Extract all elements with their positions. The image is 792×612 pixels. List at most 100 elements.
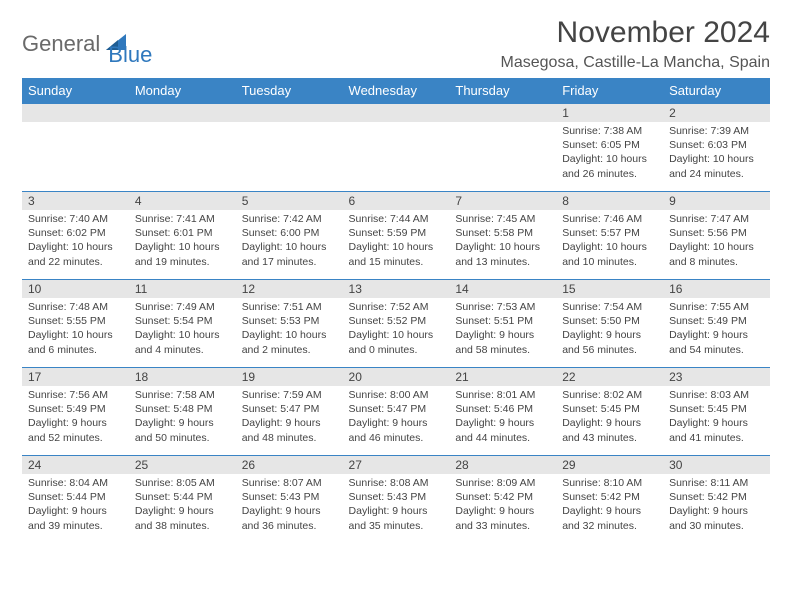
logo-word-2: Blue — [108, 42, 152, 68]
day-cell: 29Sunrise: 8:10 AMSunset: 5:42 PMDayligh… — [556, 456, 663, 544]
empty-cell — [129, 104, 236, 192]
page-title: November 2024 — [501, 16, 770, 50]
day-cell: 12Sunrise: 7:51 AMSunset: 5:53 PMDayligh… — [236, 280, 343, 368]
day-body: Sunrise: 7:54 AMSunset: 5:50 PMDaylight:… — [556, 298, 663, 361]
day-number: 29 — [556, 456, 663, 474]
day-number: 10 — [22, 280, 129, 298]
day-body: Sunrise: 8:01 AMSunset: 5:46 PMDaylight:… — [449, 386, 556, 449]
dayofweek-header: Wednesday — [343, 78, 450, 104]
day-cell: 24Sunrise: 8:04 AMSunset: 5:44 PMDayligh… — [22, 456, 129, 544]
day-body: Sunrise: 7:48 AMSunset: 5:55 PMDaylight:… — [22, 298, 129, 361]
day-body: Sunrise: 8:05 AMSunset: 5:44 PMDaylight:… — [129, 474, 236, 537]
day-number: 23 — [663, 368, 770, 386]
empty-cell — [22, 104, 129, 192]
day-number: 7 — [449, 192, 556, 210]
day-body: Sunrise: 8:04 AMSunset: 5:44 PMDaylight:… — [22, 474, 129, 537]
day-cell: 18Sunrise: 7:58 AMSunset: 5:48 PMDayligh… — [129, 368, 236, 456]
dayofweek-header: Tuesday — [236, 78, 343, 104]
day-cell: 13Sunrise: 7:52 AMSunset: 5:52 PMDayligh… — [343, 280, 450, 368]
day-cell: 15Sunrise: 7:54 AMSunset: 5:50 PMDayligh… — [556, 280, 663, 368]
day-cell: 27Sunrise: 8:08 AMSunset: 5:43 PMDayligh… — [343, 456, 450, 544]
day-cell: 8Sunrise: 7:46 AMSunset: 5:57 PMDaylight… — [556, 192, 663, 280]
day-number: 27 — [343, 456, 450, 474]
day-number: 6 — [343, 192, 450, 210]
day-cell: 28Sunrise: 8:09 AMSunset: 5:42 PMDayligh… — [449, 456, 556, 544]
day-body: Sunrise: 8:08 AMSunset: 5:43 PMDaylight:… — [343, 474, 450, 537]
day-number: 17 — [22, 368, 129, 386]
location: Masegosa, Castille-La Mancha, Spain — [501, 54, 770, 72]
day-body: Sunrise: 7:58 AMSunset: 5:48 PMDaylight:… — [129, 386, 236, 449]
day-cell: 20Sunrise: 8:00 AMSunset: 5:47 PMDayligh… — [343, 368, 450, 456]
calendar-body: 1Sunrise: 7:38 AMSunset: 6:05 PMDaylight… — [22, 104, 770, 544]
day-cell: 19Sunrise: 7:59 AMSunset: 5:47 PMDayligh… — [236, 368, 343, 456]
title-block: November 2024 Masegosa, Castille-La Manc… — [501, 16, 770, 72]
day-body: Sunrise: 7:46 AMSunset: 5:57 PMDaylight:… — [556, 210, 663, 273]
day-cell: 6Sunrise: 7:44 AMSunset: 5:59 PMDaylight… — [343, 192, 450, 280]
day-number: 16 — [663, 280, 770, 298]
day-number: 15 — [556, 280, 663, 298]
day-body: Sunrise: 8:07 AMSunset: 5:43 PMDaylight:… — [236, 474, 343, 537]
day-number: 22 — [556, 368, 663, 386]
day-number: 18 — [129, 368, 236, 386]
logo: General Blue — [22, 20, 152, 68]
day-cell: 14Sunrise: 7:53 AMSunset: 5:51 PMDayligh… — [449, 280, 556, 368]
day-number: 20 — [343, 368, 450, 386]
day-number: 30 — [663, 456, 770, 474]
day-body: Sunrise: 7:55 AMSunset: 5:49 PMDaylight:… — [663, 298, 770, 361]
day-cell: 4Sunrise: 7:41 AMSunset: 6:01 PMDaylight… — [129, 192, 236, 280]
day-cell: 23Sunrise: 8:03 AMSunset: 5:45 PMDayligh… — [663, 368, 770, 456]
empty-cell — [236, 104, 343, 192]
day-number: 25 — [129, 456, 236, 474]
calendar-table: SundayMondayTuesdayWednesdayThursdayFrid… — [22, 78, 770, 544]
day-body: Sunrise: 7:39 AMSunset: 6:03 PMDaylight:… — [663, 122, 770, 185]
day-body: Sunrise: 7:53 AMSunset: 5:51 PMDaylight:… — [449, 298, 556, 361]
day-body: Sunrise: 7:59 AMSunset: 5:47 PMDaylight:… — [236, 386, 343, 449]
day-body: Sunrise: 8:10 AMSunset: 5:42 PMDaylight:… — [556, 474, 663, 537]
day-cell: 22Sunrise: 8:02 AMSunset: 5:45 PMDayligh… — [556, 368, 663, 456]
day-number: 3 — [22, 192, 129, 210]
dayofweek-header: Thursday — [449, 78, 556, 104]
dayofweek-header: Monday — [129, 78, 236, 104]
dayofweek-header: Saturday — [663, 78, 770, 104]
day-cell: 25Sunrise: 8:05 AMSunset: 5:44 PMDayligh… — [129, 456, 236, 544]
day-cell: 3Sunrise: 7:40 AMSunset: 6:02 PMDaylight… — [22, 192, 129, 280]
day-number: 21 — [449, 368, 556, 386]
day-cell: 30Sunrise: 8:11 AMSunset: 5:42 PMDayligh… — [663, 456, 770, 544]
day-body: Sunrise: 8:03 AMSunset: 5:45 PMDaylight:… — [663, 386, 770, 449]
day-body: Sunrise: 7:40 AMSunset: 6:02 PMDaylight:… — [22, 210, 129, 273]
day-number: 19 — [236, 368, 343, 386]
day-body: Sunrise: 7:41 AMSunset: 6:01 PMDaylight:… — [129, 210, 236, 273]
day-body: Sunrise: 7:42 AMSunset: 6:00 PMDaylight:… — [236, 210, 343, 273]
day-number: 14 — [449, 280, 556, 298]
day-number: 9 — [663, 192, 770, 210]
empty-cell — [449, 104, 556, 192]
day-number: 24 — [22, 456, 129, 474]
day-cell: 17Sunrise: 7:56 AMSunset: 5:49 PMDayligh… — [22, 368, 129, 456]
dayofweek-header: Sunday — [22, 78, 129, 104]
day-body: Sunrise: 7:45 AMSunset: 5:58 PMDaylight:… — [449, 210, 556, 273]
day-body: Sunrise: 8:11 AMSunset: 5:42 PMDaylight:… — [663, 474, 770, 537]
day-number: 26 — [236, 456, 343, 474]
day-cell: 7Sunrise: 7:45 AMSunset: 5:58 PMDaylight… — [449, 192, 556, 280]
day-body: Sunrise: 7:49 AMSunset: 5:54 PMDaylight:… — [129, 298, 236, 361]
day-cell: 11Sunrise: 7:49 AMSunset: 5:54 PMDayligh… — [129, 280, 236, 368]
day-number: 11 — [129, 280, 236, 298]
day-number: 5 — [236, 192, 343, 210]
day-cell: 16Sunrise: 7:55 AMSunset: 5:49 PMDayligh… — [663, 280, 770, 368]
day-number: 12 — [236, 280, 343, 298]
day-number: 28 — [449, 456, 556, 474]
day-cell: 10Sunrise: 7:48 AMSunset: 5:55 PMDayligh… — [22, 280, 129, 368]
day-body: Sunrise: 8:09 AMSunset: 5:42 PMDaylight:… — [449, 474, 556, 537]
day-body: Sunrise: 8:00 AMSunset: 5:47 PMDaylight:… — [343, 386, 450, 449]
empty-cell — [343, 104, 450, 192]
day-cell: 26Sunrise: 8:07 AMSunset: 5:43 PMDayligh… — [236, 456, 343, 544]
day-body: Sunrise: 7:56 AMSunset: 5:49 PMDaylight:… — [22, 386, 129, 449]
day-cell: 1Sunrise: 7:38 AMSunset: 6:05 PMDaylight… — [556, 104, 663, 192]
dayofweek-row: SundayMondayTuesdayWednesdayThursdayFrid… — [22, 78, 770, 104]
day-body: Sunrise: 8:02 AMSunset: 5:45 PMDaylight:… — [556, 386, 663, 449]
day-body: Sunrise: 7:52 AMSunset: 5:52 PMDaylight:… — [343, 298, 450, 361]
day-number: 8 — [556, 192, 663, 210]
day-cell: 5Sunrise: 7:42 AMSunset: 6:00 PMDaylight… — [236, 192, 343, 280]
day-body: Sunrise: 7:44 AMSunset: 5:59 PMDaylight:… — [343, 210, 450, 273]
day-number: 4 — [129, 192, 236, 210]
